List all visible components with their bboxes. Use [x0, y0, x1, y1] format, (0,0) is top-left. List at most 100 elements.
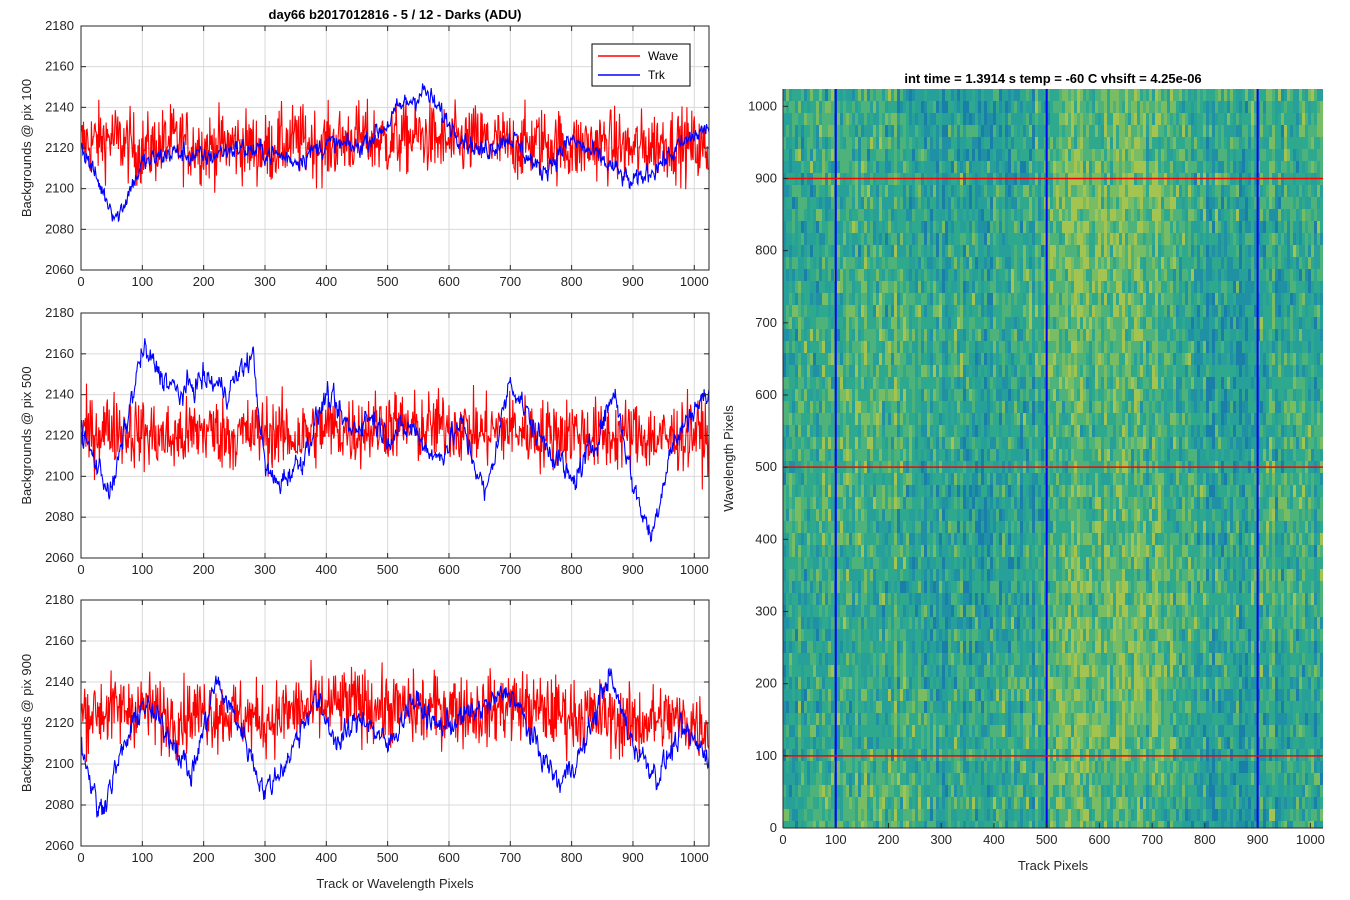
heatmap-cell	[906, 113, 909, 126]
heatmap-cell	[837, 713, 840, 726]
heatmap-cell	[864, 353, 867, 366]
heatmap-cell	[915, 89, 918, 102]
heatmap-cell	[936, 593, 939, 606]
heatmap-cell	[855, 725, 858, 738]
heatmap-cell	[948, 221, 951, 234]
heatmap-cell	[951, 605, 954, 618]
y-tick-label: 2160	[45, 633, 74, 648]
heatmap-cell	[807, 797, 810, 810]
heatmap-cell	[846, 509, 849, 522]
heatmap-cell	[864, 521, 867, 534]
heatmap-cell	[867, 353, 870, 366]
heatmap-cell	[789, 317, 792, 330]
heatmap-cell	[915, 341, 918, 354]
heatmap-cell	[978, 209, 981, 222]
heatmap-cell	[831, 185, 834, 198]
heatmap-cell	[945, 197, 948, 210]
heatmap-cell	[921, 725, 924, 738]
heatmap-cell	[849, 341, 852, 354]
heatmap-cell	[912, 305, 915, 318]
heatmap-cell	[960, 245, 963, 258]
heatmap-cell	[912, 113, 915, 126]
heatmap-cell	[939, 593, 942, 606]
heatmap-cell	[900, 353, 903, 366]
heatmap-cell	[846, 785, 849, 798]
heatmap-cell	[843, 185, 846, 198]
heatmap-cell	[969, 593, 972, 606]
heatmap-cell	[987, 149, 990, 162]
heatmap-cell	[798, 245, 801, 258]
heatmap-cell	[981, 737, 984, 750]
heatmap-cell	[942, 725, 945, 738]
heatmap-cell	[837, 665, 840, 678]
heatmap-cell	[930, 821, 933, 828]
heatmap-cell	[888, 125, 891, 138]
heatmap-cell	[1008, 569, 1011, 582]
heatmap-cell	[894, 569, 897, 582]
heatmap-cell	[825, 821, 828, 828]
heatmap-cell	[990, 293, 993, 306]
heatmap-cell	[936, 533, 939, 546]
heatmap-cell	[903, 185, 906, 198]
heatmap-cell	[819, 809, 822, 822]
heatmap-cell	[966, 497, 969, 510]
heatmap-cell	[954, 413, 957, 426]
heatmap-cell	[858, 293, 861, 306]
heatmap-cell	[1002, 533, 1005, 546]
heatmap-cell	[801, 353, 804, 366]
heatmap-cell	[876, 593, 879, 606]
heatmap-cell	[954, 533, 957, 546]
heatmap-cell	[912, 233, 915, 246]
heatmap-cell	[807, 569, 810, 582]
heatmap-cell	[927, 125, 930, 138]
heatmap-cell	[951, 701, 954, 714]
heatmap-cell	[912, 809, 915, 822]
heatmap-cell	[807, 413, 810, 426]
heatmap-cell	[846, 221, 849, 234]
heatmap-cell	[951, 305, 954, 318]
heatmap-cell	[891, 773, 894, 786]
heatmap-cell	[873, 593, 876, 606]
heatmap-cell	[954, 437, 957, 450]
heatmap-cell	[972, 653, 975, 666]
heatmap-cell	[981, 293, 984, 306]
heatmap-cell	[948, 809, 951, 822]
heatmap-cell	[813, 125, 816, 138]
heatmap-cell	[954, 629, 957, 642]
heatmap-cell	[891, 377, 894, 390]
heatmap-cell	[933, 629, 936, 642]
heatmap-cell	[813, 113, 816, 126]
heatmap-cell	[954, 101, 957, 114]
heatmap-cell	[873, 509, 876, 522]
heatmap-cell	[990, 701, 993, 714]
heatmap-cell	[849, 89, 852, 102]
heatmap-cell	[864, 797, 867, 810]
heatmap-cell	[906, 89, 909, 102]
heatmap-cell	[819, 497, 822, 510]
heatmap-cell	[930, 113, 933, 126]
heatmap-cell	[996, 269, 999, 282]
heatmap-cell	[867, 221, 870, 234]
heatmap-cell	[930, 533, 933, 546]
heatmap-cell	[963, 269, 966, 282]
heatmap-cell	[924, 485, 927, 498]
heatmap-cell	[906, 557, 909, 570]
heatmap-cell	[969, 617, 972, 630]
heatmap-cell	[903, 641, 906, 654]
heatmap-cell	[825, 197, 828, 210]
heatmap-cell	[912, 725, 915, 738]
heatmap-cell	[786, 761, 789, 774]
heatmap-cell	[951, 293, 954, 306]
heatmap-cell	[888, 617, 891, 630]
heatmap-cell	[951, 377, 954, 390]
heatmap-cell	[819, 785, 822, 798]
heatmap-cell	[849, 437, 852, 450]
heatmap-cell	[987, 557, 990, 570]
heatmap-cell	[843, 89, 846, 102]
heatmap-cell	[789, 821, 792, 828]
heatmap-cell	[900, 317, 903, 330]
heatmap-cell	[861, 425, 864, 438]
heatmap-cell	[789, 557, 792, 570]
heatmap-cell	[828, 641, 831, 654]
heatmap-cell	[849, 233, 852, 246]
